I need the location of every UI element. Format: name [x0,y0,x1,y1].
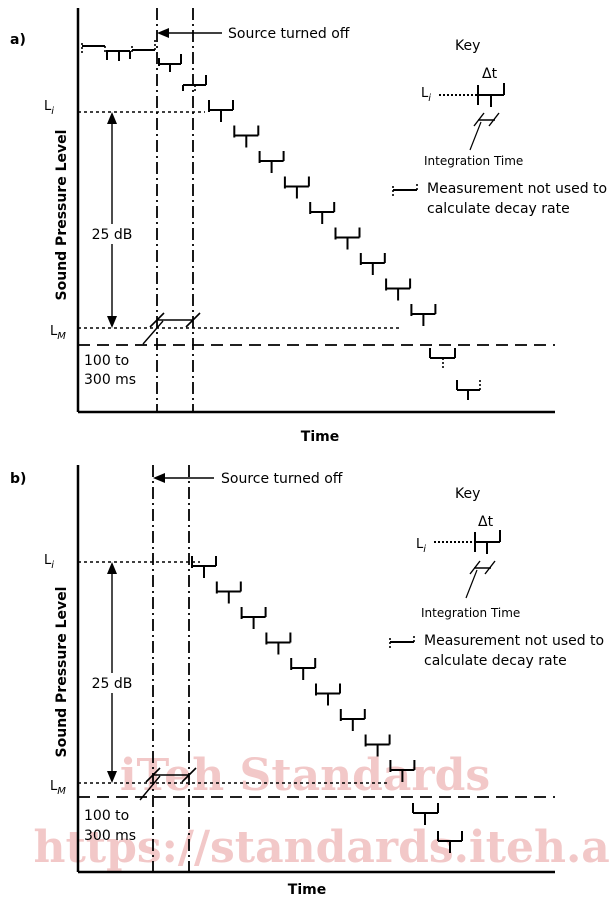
panel-a: a) Time Sound Pressure Level Li LM 25 dB… [10,8,607,445]
panel-a-measurement [309,202,336,224]
panel-a-measurement [106,50,131,61]
panel-a-key: Key Li Δt Integration Time Measurement n… [392,38,607,217]
panel-a-measurement [385,278,412,301]
panel-b-decay-measurements [191,556,416,782]
panel-a-source-label: Source turned off [228,26,350,42]
panel-a-measurement [359,253,386,275]
panel-a-measurement [233,125,260,148]
panel-b-tail [412,803,463,853]
panel-a-label: a) [10,32,26,48]
panel-a-range-label: 25 dB [92,227,133,243]
panel-a-measurement-unused [182,75,207,91]
panel-a-ms-line2: 300 ms [84,372,136,388]
panel-b-arrowhead-up [107,562,117,574]
panel-a-key-not-used-1: Measurement not used to [427,181,607,197]
panel-a-tail [429,348,481,400]
panel-b-key-integration: Integration Time [421,606,520,620]
panel-b: b) Time Sound Pressure Level Li LM 25 dB… [10,465,604,898]
panel-b-measurement [412,803,439,825]
panel-b-key-not-used-2: calculate decay rate [424,653,567,669]
panel-b-measurement [191,556,217,578]
panel-b-key-li: Li [416,537,426,555]
panel-a-key-bracket [477,83,505,107]
panel-a-ms-line1: 100 to [84,353,129,369]
panel-a-arrowhead-up [107,112,117,124]
panel-b-key: Key Li Δt Integration Time Measurement n… [389,486,604,669]
panel-b-measurement [215,581,242,604]
panel-b-ms-line1: 100 to [84,808,129,824]
panel-b-li-label: Li [44,553,54,571]
panel-a-xlabel: Time [301,429,339,445]
panel-a-li-label: Li [44,99,54,117]
panel-b-measurement [389,760,416,782]
panel-a-ylabel: Sound Pressure Level [54,130,70,301]
panel-a-measurement [334,227,361,250]
panel-a-measurement-unused [429,348,456,359]
panel-b-arrowhead-down [107,771,117,783]
panel-b-ylabel: Sound Pressure Level [54,587,70,758]
panel-b-measurement [240,607,267,629]
panel-b-lm-label: LM [50,779,66,797]
panel-a-key-not-used-2: calculate decay rate [427,201,570,217]
panel-b-delay-leader [139,775,161,801]
panel-b-key-delta: Δt [478,514,494,530]
panel-a-measurement-unused [81,43,106,53]
panel-b-label: b) [10,471,26,487]
panel-a-key-delta: Δt [482,66,498,82]
panel-a-measurement [158,54,182,72]
panel-b-source-label: Source turned off [221,471,343,487]
panel-b-measurement [265,632,292,655]
panel-a-decay-measurements [208,100,437,326]
panel-a-measurement-unused [131,40,156,54]
panel-a-key-title: Key [455,38,480,54]
panel-a-key-li: Li [421,86,431,104]
panel-b-measurement [437,831,463,853]
panel-b-measurement [315,683,341,706]
panel-a-key-integration: Integration Time [424,154,523,168]
panel-b-xlabel: Time [288,882,326,898]
watermark: iTeh Standards https://standards.iteh.ai [33,750,610,873]
panel-b-key-title: Key [455,486,480,502]
panel-a-delay-leader [142,320,164,345]
panel-b-ms-line2: 300 ms [84,828,136,844]
panel-b-measurement [339,709,366,731]
panel-a-arrowhead-down [107,316,117,328]
panel-b-measurement [290,658,317,680]
panel-a-measurement [208,100,234,122]
panel-b-key-not-used-1: Measurement not used to [424,633,604,649]
panel-a-lm-label: LM [50,324,66,342]
panel-a-measurement [258,151,285,173]
panel-b-key-bracket [474,530,501,554]
panel-a-measurement [410,304,437,326]
panel-a-measurements [81,40,207,93]
panel-a-measurement-unused [456,380,480,400]
panel-b-range-label: 25 dB [92,676,133,692]
panel-b-measurement [364,734,391,757]
panel-a-measurement [283,176,310,199]
watermark-line2: https://standards.iteh.ai [33,822,610,873]
